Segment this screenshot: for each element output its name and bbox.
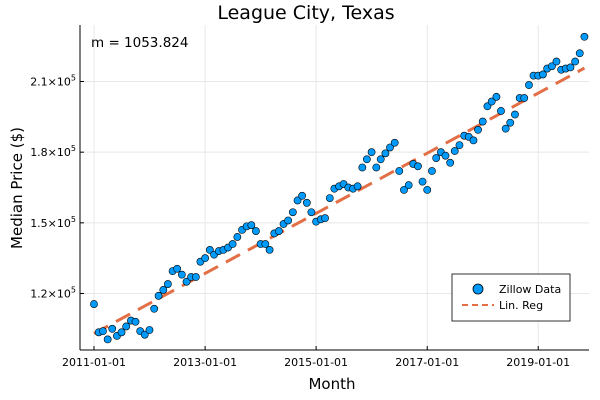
data-point bbox=[441, 151, 450, 160]
data-point bbox=[122, 322, 131, 331]
data-point bbox=[131, 317, 140, 326]
data-point bbox=[525, 81, 533, 89]
data-point bbox=[140, 330, 149, 339]
data-point bbox=[247, 221, 256, 230]
data-point bbox=[372, 163, 381, 172]
data-point bbox=[548, 62, 556, 71]
legend-label-lin-reg: Lin. Reg bbox=[499, 299, 543, 312]
data-point bbox=[376, 155, 385, 164]
data-point bbox=[566, 63, 575, 72]
x-tick-label: 2015-01-01 bbox=[284, 356, 348, 369]
data-point bbox=[367, 148, 376, 157]
data-point bbox=[103, 335, 112, 344]
data-point bbox=[284, 216, 293, 225]
data-point bbox=[117, 328, 126, 337]
data-point bbox=[501, 124, 510, 133]
data-point bbox=[362, 155, 371, 164]
data-point bbox=[159, 286, 168, 294]
data-point bbox=[571, 57, 580, 66]
data-point bbox=[400, 185, 408, 194]
data-point bbox=[163, 280, 172, 288]
data-point bbox=[274, 227, 283, 235]
legend-label-zillow-data: Zillow Data bbox=[499, 283, 561, 296]
data-point bbox=[390, 138, 399, 147]
slope-annotation: m = 1053.824 bbox=[91, 35, 188, 51]
data-point bbox=[150, 304, 159, 313]
legend-marker-zillow-data bbox=[472, 283, 484, 295]
data-point bbox=[302, 198, 311, 207]
data-point bbox=[446, 158, 455, 167]
data-point bbox=[552, 57, 561, 66]
legend: Zillow Data Lin. Reg bbox=[451, 273, 571, 322]
data-point bbox=[423, 185, 432, 194]
data-point bbox=[177, 270, 186, 279]
data-point bbox=[404, 181, 413, 190]
x-ticks: 2011-01-01 2013-01-01 2015-01-01 2017-01-01… bbox=[62, 346, 570, 369]
y-ticks: 1.2×105 1.5×105 1.8×105 2.1×105 bbox=[30, 74, 84, 300]
axes bbox=[79, 25, 589, 351]
data-point bbox=[108, 324, 117, 333]
data-point bbox=[506, 118, 515, 127]
points-layer bbox=[90, 32, 589, 344]
data-point bbox=[580, 32, 589, 41]
y-tick-label: 1.8×105 bbox=[30, 144, 76, 159]
data-point bbox=[418, 177, 427, 186]
data-point bbox=[321, 214, 329, 223]
data-point bbox=[428, 167, 436, 175]
x-tick-label: 2019-01-01 bbox=[506, 356, 570, 369]
legend-box bbox=[451, 273, 571, 322]
data-point bbox=[201, 254, 210, 263]
data-point bbox=[511, 110, 519, 119]
data-point bbox=[469, 136, 478, 145]
data-point bbox=[99, 327, 107, 336]
data-point bbox=[293, 196, 302, 205]
data-point bbox=[487, 97, 496, 106]
data-point bbox=[358, 163, 367, 172]
y-tick-label: 1.2×105 bbox=[30, 285, 76, 300]
data-point bbox=[307, 208, 316, 217]
data-point bbox=[191, 273, 200, 281]
data-point bbox=[325, 194, 334, 202]
data-point bbox=[450, 147, 459, 155]
data-point bbox=[492, 92, 501, 101]
data-point bbox=[288, 208, 297, 217]
data-point bbox=[233, 233, 242, 241]
data-point bbox=[173, 264, 182, 273]
data-point bbox=[298, 191, 307, 200]
chart-title: League City, Texas bbox=[217, 2, 394, 24]
data-point bbox=[145, 326, 154, 334]
y-tick-label: 2.1×105 bbox=[30, 74, 76, 89]
data-point bbox=[395, 167, 404, 175]
data-point bbox=[497, 107, 505, 115]
data-point bbox=[261, 240, 270, 248]
data-point bbox=[575, 49, 584, 58]
data-point bbox=[539, 70, 547, 79]
x-tick-label: 2013-01-01 bbox=[173, 356, 237, 369]
data-point bbox=[432, 154, 441, 162]
data-point bbox=[381, 149, 390, 158]
data-point bbox=[520, 94, 529, 102]
data-point bbox=[414, 162, 422, 171]
data-point bbox=[353, 182, 362, 191]
data-point bbox=[386, 143, 394, 152]
data-point bbox=[182, 277, 191, 286]
x-tick-label: 2011-01-01 bbox=[62, 356, 126, 369]
y-tick-label: 1.5×105 bbox=[30, 215, 76, 230]
data-point bbox=[478, 117, 487, 126]
data-point bbox=[251, 227, 260, 235]
x-axis-label: Month bbox=[308, 375, 355, 393]
data-point bbox=[265, 246, 274, 254]
data-point bbox=[228, 240, 237, 248]
y-axis-label: Median Price ($) bbox=[8, 127, 26, 249]
data-point bbox=[474, 125, 482, 134]
x-tick-label: 2017-01-01 bbox=[395, 356, 459, 369]
data-point bbox=[90, 300, 98, 308]
data-point bbox=[455, 141, 464, 150]
data-point bbox=[154, 291, 163, 300]
